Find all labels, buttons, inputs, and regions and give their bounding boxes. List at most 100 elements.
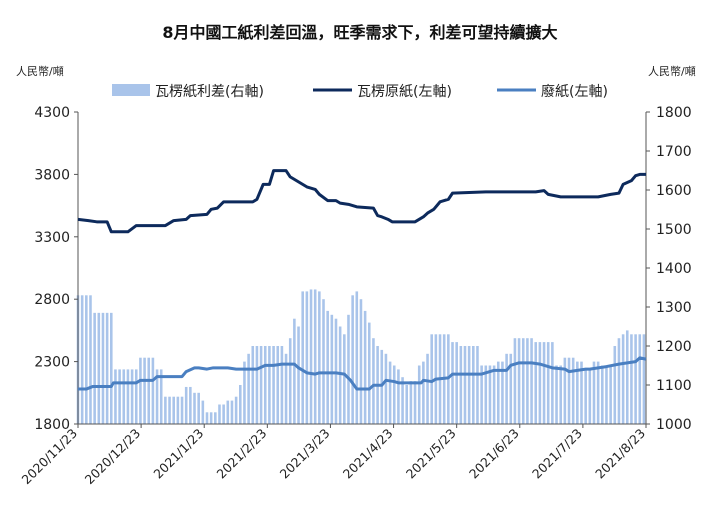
spread-bar [164, 396, 167, 424]
spread-bar [513, 338, 517, 424]
spread-bar [243, 361, 246, 424]
spread-bar [397, 369, 400, 424]
spread-bar [617, 338, 621, 424]
spread-bar [638, 334, 642, 424]
spread-bar [642, 334, 646, 424]
containerboard-line [77, 169, 646, 234]
spread-bar [122, 369, 126, 424]
spread-bar [259, 346, 263, 424]
spread-bar [214, 412, 217, 424]
spread-bar [147, 357, 151, 424]
spread-bar [563, 357, 567, 424]
spread-bar [201, 400, 205, 424]
spread-bars [76, 289, 646, 424]
spread-bar [455, 342, 458, 424]
spread-bar [359, 299, 363, 424]
spread-bar [272, 346, 275, 424]
spread-bar [476, 346, 479, 424]
spread-bar [276, 346, 280, 424]
x-tick-label: 2021/7/23 [529, 426, 585, 482]
spread-bar [392, 365, 396, 424]
spread-bar [318, 291, 321, 424]
x-tick-label: 2021/5/23 [403, 426, 459, 482]
x-tick-label: 2021/4/23 [340, 426, 396, 482]
spread-bar [218, 404, 221, 424]
spread-bar [492, 365, 496, 424]
spread-bar [546, 342, 550, 424]
tick-labels: 1800 2300 2800 3300 3800 4300 1000 1100 1200 1300… [19, 105, 692, 487]
spread-bar [484, 365, 488, 424]
spread-bar [517, 338, 521, 424]
spread-bar [538, 342, 542, 424]
left-tick-label: 2300 [34, 355, 70, 371]
spread-bar [101, 312, 105, 424]
spread-bar [576, 361, 579, 424]
spread-bar [372, 338, 375, 424]
legend: 瓦楞紙利差(右軸) 瓦楞原紙(左軸) 廢紙(左軸) [112, 83, 608, 100]
right-tick-label: 1300 [656, 300, 692, 316]
right-tick-label: 1700 [656, 144, 692, 160]
spread-bar [184, 386, 188, 424]
spread-bar [551, 342, 554, 424]
spread-bar [501, 361, 504, 424]
spread-bar [567, 357, 571, 424]
spread-bar [139, 357, 142, 424]
spread-bar [596, 361, 600, 424]
spread-bar [463, 346, 467, 424]
spread-bar [351, 295, 354, 424]
spread-bar [309, 289, 313, 424]
spread-bar [130, 369, 134, 424]
spread-bar [451, 342, 454, 424]
right-tick-label: 1100 [656, 378, 692, 394]
spread-bar [584, 369, 587, 424]
spread-bar [509, 353, 513, 424]
wastepaper-line [78, 356, 647, 391]
left-tick-label: 3300 [34, 230, 70, 246]
spread-bar [110, 312, 113, 424]
spread-bar [301, 291, 304, 424]
spread-bar [592, 361, 596, 424]
series-lines [77, 169, 647, 391]
x-tick-label: 2021/3/23 [277, 426, 333, 482]
spread-bar [222, 404, 225, 424]
spread-bar [388, 361, 392, 424]
spread-bar [89, 295, 92, 424]
spread-bar [159, 369, 163, 424]
legend-label-spread: 瓦楞紙利差(右軸) [155, 84, 264, 100]
spread-bar [409, 381, 413, 424]
spread-bar [114, 369, 117, 424]
spread-bar [176, 396, 180, 424]
spread-bar [151, 357, 155, 424]
spread-bar [542, 342, 546, 424]
spread-bar [426, 353, 429, 424]
spread-bar [284, 353, 288, 424]
spread-bar [559, 365, 562, 424]
spread-bar [288, 338, 292, 424]
spread-bar [205, 412, 209, 424]
spread-bar [293, 318, 296, 424]
spread-bar [322, 299, 325, 424]
spread-bar [496, 361, 500, 424]
spread-bar [280, 346, 284, 424]
spread-bar [634, 334, 637, 424]
spread-bar [588, 369, 592, 424]
right-tick-label: 1400 [656, 261, 692, 277]
left-tick-label: 4300 [34, 105, 70, 121]
spread-bar [605, 365, 608, 424]
spread-bar [480, 365, 483, 424]
spread-bar [134, 369, 138, 424]
spread-bar [180, 396, 184, 424]
spread-bar [251, 346, 255, 424]
spread-bar [85, 295, 88, 424]
spread-bar [297, 326, 300, 424]
right-tick-label: 1200 [656, 339, 692, 355]
spread-bar [413, 381, 417, 424]
x-tick-label: 2020/11/23 [19, 426, 81, 488]
legend-label-wastepaper: 廢紙(左軸) [541, 83, 608, 100]
right-tick-label: 1600 [656, 183, 692, 199]
spread-bar [401, 377, 404, 424]
spread-bar [305, 291, 309, 424]
right-axis-unit: 人民幣/噸 [648, 64, 696, 78]
spread-bar [422, 361, 425, 424]
